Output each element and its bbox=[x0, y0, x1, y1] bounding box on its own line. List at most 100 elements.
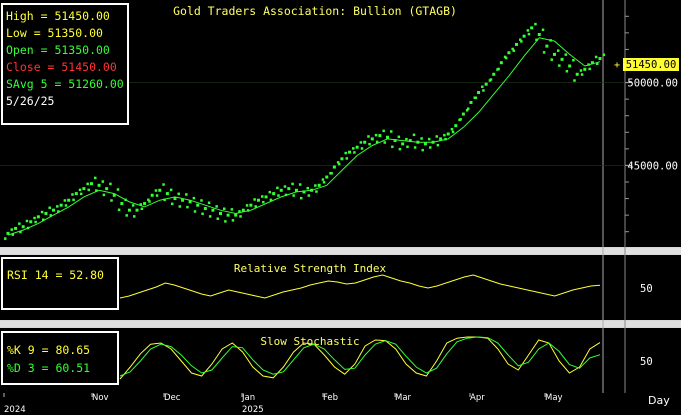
price-low-point bbox=[520, 40, 523, 43]
price-low-point bbox=[178, 205, 182, 208]
price-high-point bbox=[556, 49, 560, 52]
price-low-point bbox=[224, 220, 227, 223]
price-high-point bbox=[291, 182, 294, 186]
price-low-point bbox=[64, 204, 68, 207]
price-point bbox=[461, 112, 465, 116]
rsi-axis-panel bbox=[625, 255, 681, 320]
price-low-point bbox=[186, 205, 189, 209]
price-low-point bbox=[262, 200, 265, 204]
price-low-point bbox=[580, 73, 584, 76]
price-point bbox=[370, 137, 374, 141]
x-tick-label: Jan bbox=[241, 393, 255, 403]
price-low-point bbox=[72, 198, 75, 202]
price-high-point bbox=[109, 182, 112, 186]
price-low-point bbox=[95, 189, 98, 192]
price-low-point bbox=[565, 70, 569, 73]
price-high-point bbox=[223, 207, 226, 210]
price-point bbox=[249, 203, 253, 207]
price-point bbox=[89, 182, 93, 186]
price-high-point bbox=[367, 135, 370, 138]
price-low-point bbox=[383, 141, 386, 144]
price-high-point bbox=[336, 161, 340, 164]
price-low-point bbox=[345, 157, 349, 160]
price-high-point bbox=[602, 53, 605, 57]
price-high-point bbox=[306, 186, 309, 190]
price-point bbox=[530, 26, 534, 30]
price-readout-box bbox=[1, 3, 129, 125]
price-low-point bbox=[57, 210, 60, 213]
price-high-point bbox=[276, 186, 279, 190]
price-low-point bbox=[110, 199, 113, 202]
price-high-point bbox=[185, 193, 188, 196]
price-point bbox=[264, 195, 268, 199]
price-point bbox=[127, 208, 131, 212]
price-low-point bbox=[337, 162, 341, 166]
price-low-point bbox=[558, 64, 561, 67]
price-point bbox=[52, 208, 56, 212]
price-point bbox=[6, 231, 10, 235]
price-high-point bbox=[78, 188, 82, 192]
price-point bbox=[477, 91, 481, 95]
x-tick-label: Mar bbox=[395, 393, 412, 403]
x-tick-label: Day bbox=[648, 394, 670, 407]
price-point bbox=[36, 215, 40, 219]
price-high-point bbox=[412, 133, 416, 137]
price-low-point bbox=[163, 198, 166, 202]
readout-line: 5/26/25 bbox=[6, 94, 54, 108]
price-low-point bbox=[307, 194, 311, 197]
price-low-point bbox=[588, 67, 591, 71]
price-high-point bbox=[443, 133, 446, 137]
price-high-point bbox=[230, 208, 234, 211]
price-high-point bbox=[594, 55, 598, 59]
price-low-point bbox=[421, 148, 424, 152]
price-high-point bbox=[435, 135, 439, 138]
stoch-title: Slow Stochastic bbox=[260, 335, 359, 348]
price-high-point bbox=[298, 183, 302, 186]
price-high-point bbox=[245, 204, 249, 207]
price-low-point bbox=[140, 207, 144, 211]
price-low-point bbox=[49, 214, 53, 217]
price-high-point bbox=[147, 198, 150, 202]
stoch-readout-box bbox=[1, 331, 119, 385]
price-point bbox=[21, 225, 25, 229]
price-high-point bbox=[86, 182, 89, 186]
price-low-point bbox=[231, 219, 235, 222]
price-point bbox=[226, 213, 230, 217]
price-point bbox=[545, 44, 549, 48]
price-low-point bbox=[208, 215, 212, 218]
price-point bbox=[325, 175, 329, 179]
price-low-point bbox=[170, 202, 174, 206]
price-high-point bbox=[420, 137, 423, 140]
price-low-point bbox=[148, 200, 151, 203]
price-high-point bbox=[572, 59, 575, 62]
price-point bbox=[82, 187, 86, 191]
price-high-point bbox=[321, 178, 325, 181]
price-point bbox=[332, 165, 336, 169]
readout-line: High = 51450.00 bbox=[6, 9, 110, 23]
price-low-point bbox=[482, 89, 485, 92]
price-point bbox=[568, 64, 572, 68]
price-high-point bbox=[268, 190, 272, 194]
price-low-point bbox=[300, 196, 303, 200]
price-point bbox=[385, 135, 389, 139]
price-low-point bbox=[19, 230, 22, 234]
sma-line bbox=[7, 37, 601, 236]
price-high-point bbox=[192, 196, 196, 200]
price-point bbox=[67, 198, 71, 202]
x-tick-label: Nov bbox=[92, 393, 109, 403]
readout-line: Open = 51350.00 bbox=[6, 43, 110, 57]
price-low-point bbox=[535, 38, 538, 42]
price-high-point bbox=[519, 38, 522, 41]
price-low-point bbox=[527, 32, 531, 36]
price-low-point bbox=[239, 215, 242, 218]
price-point bbox=[515, 42, 519, 46]
price-point bbox=[340, 157, 344, 161]
price-point bbox=[378, 134, 382, 138]
rsi-line bbox=[119, 274, 601, 299]
price-low-point bbox=[504, 56, 508, 60]
price-low-point bbox=[125, 214, 128, 217]
price-high-point bbox=[389, 130, 393, 133]
price-point bbox=[590, 61, 594, 65]
